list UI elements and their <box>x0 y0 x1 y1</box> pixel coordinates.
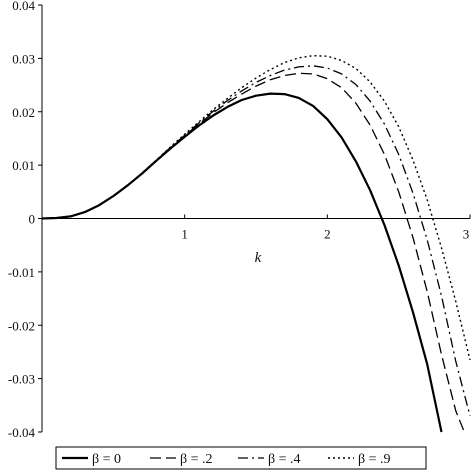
legend-label-3: β = .9 <box>358 452 391 467</box>
series-line-2 <box>41 65 471 417</box>
x-axis-label: k <box>255 250 262 266</box>
series-line-3 <box>41 55 471 361</box>
series-line-1 <box>41 72 465 433</box>
legend-label-1: β = .2 <box>180 452 213 467</box>
y-tick-label: 0.01 <box>12 158 35 173</box>
y-tick-label: 0.03 <box>12 51 35 66</box>
x-tick-label: 1 <box>181 227 188 242</box>
x-tick-label: 2 <box>324 227 331 242</box>
legend-label-0: β = 0 <box>92 452 121 467</box>
x-tick-label: 3 <box>463 227 470 242</box>
y-tick-label: 0 <box>29 212 36 227</box>
legend-label-2: β = .4 <box>268 452 301 467</box>
y-tick-label: -0.01 <box>8 265 35 280</box>
series-layer <box>41 55 471 433</box>
series-line-0 <box>41 92 443 433</box>
y-tick-label: -0.04 <box>8 425 36 440</box>
y-tick-label: 0.02 <box>12 105 35 120</box>
y-tick-label: -0.03 <box>8 372 35 387</box>
x-axis-ticks: 1 2 3 <box>181 214 471 242</box>
y-tick-label: -0.02 <box>8 318 35 333</box>
y-tick-label: 0.04 <box>12 0 35 13</box>
legend: β = 0 β = .2 β = .4 β = .9 <box>55 446 427 470</box>
plot-frame <box>41 5 470 432</box>
y-axis-ticks: 0.04 0.03 0.02 0.01 0 -0.01 -0.02 -0.03 -0.04 <box>8 0 42 440</box>
